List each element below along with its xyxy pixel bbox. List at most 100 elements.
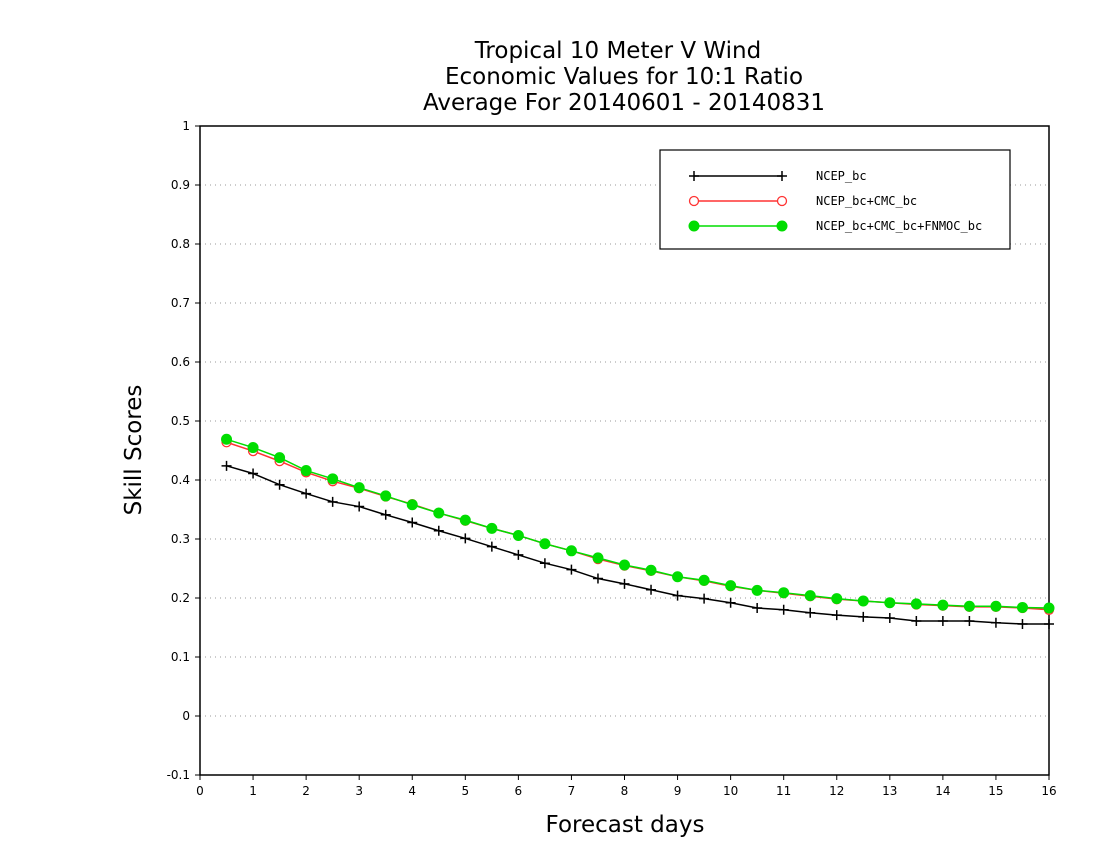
data-point	[592, 573, 603, 584]
data-point	[964, 616, 975, 627]
y-tick-label: 0.6	[171, 355, 190, 369]
grid-lines	[200, 184, 1049, 717]
data-point	[699, 593, 710, 604]
y-tick-label: 0.8	[171, 237, 190, 251]
data-point	[539, 538, 551, 550]
x-axis: 0 1 2 3 4 5 6 7 8 9 10 11 12 13 14 15 16	[196, 775, 1057, 798]
data-point	[407, 517, 418, 528]
series-line	[226, 465, 1049, 625]
data-point	[725, 597, 736, 608]
x-tick-label: 8	[621, 784, 629, 798]
data-point	[672, 590, 683, 601]
series-line	[226, 441, 1050, 611]
data-point	[486, 522, 498, 534]
y-tick-label: 0.1	[171, 650, 190, 664]
legend-entry: NCEP_bc	[689, 169, 867, 183]
x-tick-label: 4	[408, 784, 416, 798]
series-3	[221, 433, 1055, 614]
data-point	[274, 452, 286, 464]
y-tick-label: -0.1	[167, 768, 190, 782]
data-point	[645, 564, 657, 576]
data-point	[751, 584, 763, 596]
data-point	[963, 600, 975, 612]
data-point	[857, 595, 869, 607]
data-point	[1044, 618, 1054, 629]
data-point	[460, 533, 471, 544]
data-point	[380, 490, 392, 502]
data-point	[1017, 618, 1028, 629]
title-line-1: Tropical 10 Meter V Wind	[474, 38, 761, 64]
y-tick-label: 0.7	[171, 296, 190, 310]
data-point	[646, 584, 657, 595]
data-point	[433, 507, 445, 519]
y-tick-label: 0.5	[171, 414, 190, 428]
data-point	[513, 549, 524, 560]
data-point	[672, 571, 684, 583]
x-tick-label: 10	[723, 784, 738, 798]
data-point	[778, 587, 790, 599]
y-axis: -0.1 0 0.1 0.2 0.3 0.4 0.5 0.6 0.7 0.8 0.9 1	[167, 119, 200, 782]
data-point	[512, 529, 524, 541]
y-tick-label: 0	[182, 709, 190, 723]
data-point	[301, 488, 312, 499]
series-2	[221, 437, 1055, 615]
x-tick-label: 6	[515, 784, 523, 798]
x-tick-label: 5	[461, 784, 469, 798]
data-point	[221, 433, 233, 445]
legend-label: NCEP_bc	[816, 169, 867, 183]
x-tick-label: 11	[776, 784, 791, 798]
data-point	[327, 473, 339, 485]
legend-marker	[688, 195, 700, 207]
data-point	[1043, 602, 1055, 614]
data-point	[937, 616, 948, 627]
series-layer	[221, 433, 1055, 629]
data-point	[911, 616, 922, 627]
legend-label: NCEP_bc+CMC_bc+FNMOC_bc	[816, 219, 982, 233]
data-point	[406, 499, 418, 511]
data-point	[858, 611, 869, 622]
legend: NCEP_bc NCEP_bc+CMC_bc NCEP_bc+CMC_bc+FNMO…	[659, 149, 1011, 250]
data-point	[831, 610, 842, 621]
x-tick-label: 3	[355, 784, 363, 798]
data-point	[354, 501, 365, 512]
title-line-3: Average For 20140601 - 20140831	[423, 90, 825, 116]
data-point	[433, 525, 444, 536]
data-point	[380, 509, 391, 520]
series-1	[221, 460, 1054, 629]
data-point	[459, 514, 471, 526]
data-point	[565, 545, 577, 557]
x-axis-title: Forecast days	[546, 812, 705, 838]
x-tick-label: 1	[249, 784, 257, 798]
chart-title: Tropical 10 Meter V Wind Economic Values…	[423, 38, 825, 116]
legend-marker	[776, 220, 788, 232]
legend-marker	[776, 195, 788, 207]
legend-marker	[688, 220, 700, 232]
legend-marker	[777, 171, 787, 181]
legend-marker	[689, 171, 699, 181]
x-tick-label: 14	[935, 784, 950, 798]
data-point	[805, 607, 816, 618]
x-tick-label: 12	[829, 784, 844, 798]
data-point	[592, 552, 604, 564]
y-tick-label: 0.2	[171, 591, 190, 605]
data-point	[778, 604, 789, 615]
data-point	[725, 580, 737, 592]
data-point	[752, 603, 763, 614]
data-point	[619, 578, 630, 589]
x-tick-label: 13	[882, 784, 897, 798]
y-tick-label: 0.4	[171, 473, 190, 487]
x-tick-label: 7	[568, 784, 576, 798]
legend-entries: NCEP_bc NCEP_bc+CMC_bc NCEP_bc+CMC_bc+FNMO…	[688, 169, 982, 233]
legend-label: NCEP_bc+CMC_bc	[816, 194, 917, 208]
data-point	[804, 590, 816, 602]
x-tick-label: 2	[302, 784, 310, 798]
data-point	[353, 482, 365, 494]
title-line-2: Economic Values for 10:1 Ratio	[445, 64, 803, 90]
x-tick-label: 16	[1041, 784, 1056, 798]
data-point	[937, 599, 949, 611]
legend-entry: NCEP_bc+CMC_bc	[688, 194, 917, 208]
data-point	[300, 465, 312, 477]
data-point	[619, 559, 630, 571]
y-tick-label: 0.3	[171, 532, 190, 546]
